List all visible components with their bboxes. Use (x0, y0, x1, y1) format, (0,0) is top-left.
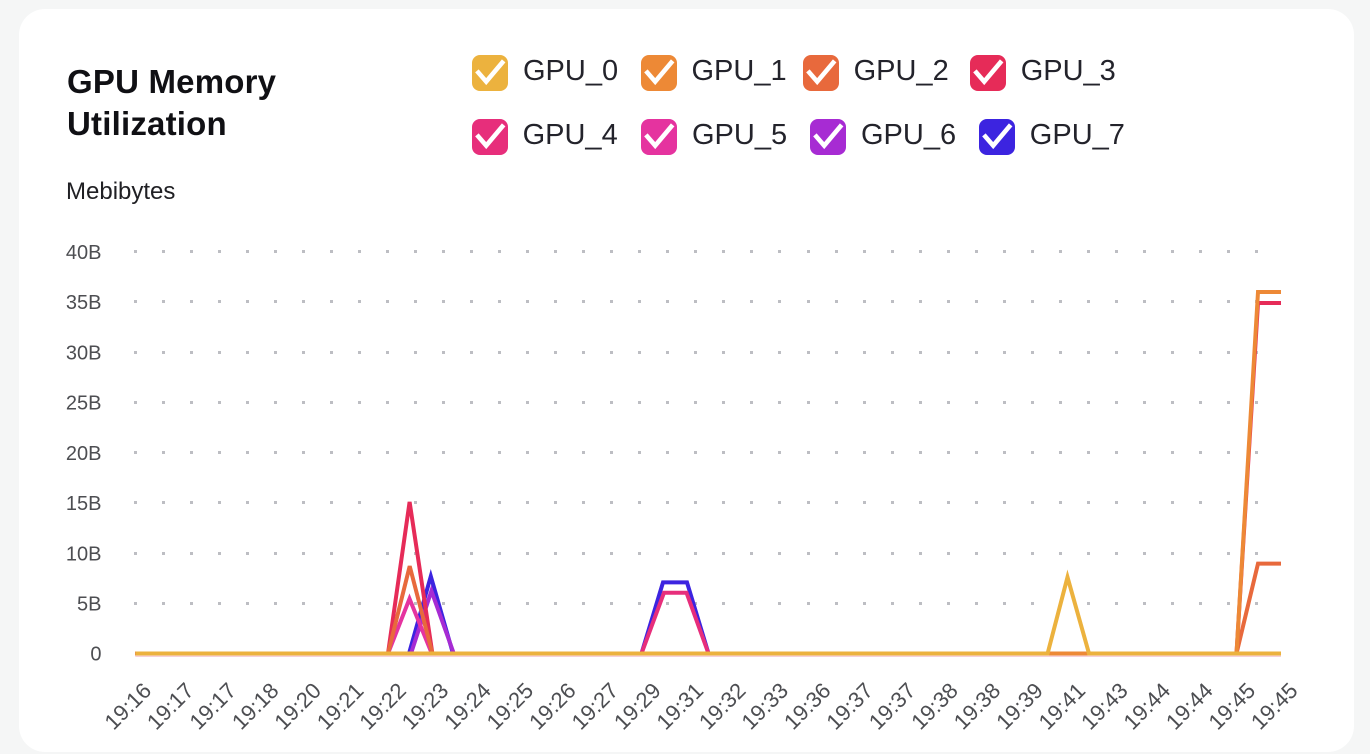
svg-text:10B: 10B (66, 543, 102, 565)
svg-text:19:17: 19:17 (184, 678, 241, 735)
svg-text:20B: 20B (66, 443, 102, 465)
svg-text:19:21: 19:21 (312, 678, 369, 735)
svg-text:19:44: 19:44 (1119, 678, 1176, 735)
svg-text:19:38: 19:38 (949, 678, 1006, 735)
svg-text:19:25: 19:25 (482, 678, 539, 735)
svg-text:19:17: 19:17 (142, 678, 199, 735)
svg-text:19:18: 19:18 (227, 678, 284, 735)
svg-text:19:43: 19:43 (1076, 678, 1133, 735)
svg-text:5B: 5B (77, 594, 101, 616)
svg-text:19:32: 19:32 (694, 678, 751, 735)
svg-text:15B: 15B (66, 493, 102, 515)
svg-text:19:37: 19:37 (821, 678, 878, 735)
svg-text:19:20: 19:20 (269, 678, 326, 735)
svg-text:0: 0 (90, 644, 101, 666)
svg-text:19:45: 19:45 (1246, 678, 1303, 735)
svg-text:19:16: 19:16 (100, 678, 157, 735)
svg-text:19:29: 19:29 (609, 678, 666, 735)
svg-text:19:39: 19:39 (991, 678, 1048, 735)
svg-text:19:24: 19:24 (439, 678, 496, 735)
svg-text:19:27: 19:27 (567, 678, 624, 735)
svg-text:19:37: 19:37 (864, 678, 921, 735)
svg-text:19:22: 19:22 (354, 678, 411, 735)
svg-text:19:33: 19:33 (736, 678, 793, 735)
svg-text:19:38: 19:38 (906, 678, 963, 735)
svg-text:19:23: 19:23 (397, 678, 454, 735)
svg-text:19:45: 19:45 (1204, 678, 1261, 735)
svg-text:30B: 30B (66, 342, 102, 364)
svg-text:35B: 35B (66, 292, 102, 314)
svg-text:19:44: 19:44 (1161, 678, 1218, 735)
svg-text:19:31: 19:31 (652, 678, 709, 735)
svg-text:19:26: 19:26 (524, 678, 581, 735)
svg-text:19:36: 19:36 (779, 678, 836, 735)
svg-text:40B: 40B (66, 242, 102, 264)
svg-text:19:41: 19:41 (1034, 678, 1091, 735)
svg-text:25B: 25B (66, 393, 102, 415)
